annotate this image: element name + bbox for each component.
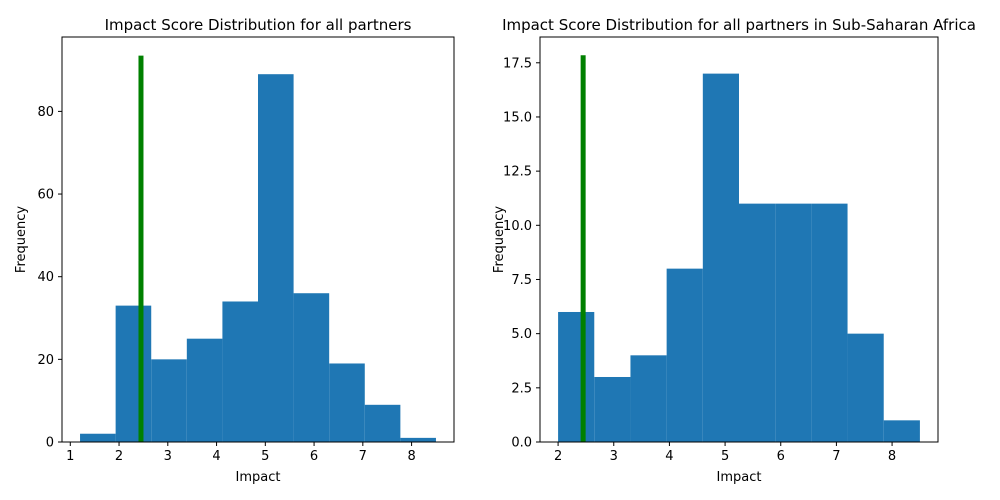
histogram-bar <box>558 311 595 442</box>
x-axis-label: Impact <box>236 470 281 485</box>
y-tick-label: 17.5 <box>503 56 532 71</box>
histogram-bar <box>186 338 223 442</box>
histogram-bar <box>666 268 703 442</box>
y-tick-label: 10.0 <box>503 219 532 234</box>
histogram-bar <box>702 73 739 442</box>
x-tick-label: 2 <box>115 449 123 464</box>
histogram-bar <box>400 437 436 442</box>
histogram-bar <box>258 74 294 442</box>
histogram-bar <box>594 376 631 442</box>
histogram-bar <box>883 420 920 442</box>
histogram-bar <box>847 333 884 442</box>
axes-frame <box>61 36 455 443</box>
y-tick-label: 80 <box>37 105 54 120</box>
x-tick-label: 7 <box>832 449 840 464</box>
histogram-bar <box>364 404 401 442</box>
x-tick-label: 4 <box>665 449 673 464</box>
x-tick-label: 8 <box>888 449 896 464</box>
y-axis-label: Frequency <box>492 206 507 273</box>
y-tick-label: 15.0 <box>503 110 532 125</box>
y-tick-label: 7.5 <box>511 273 532 288</box>
chart-title: Impact Score Distribution for all partne… <box>502 16 976 34</box>
y-tick-label: 60 <box>37 188 54 203</box>
histogram-bar <box>115 305 152 442</box>
x-tick-label: 5 <box>261 449 269 464</box>
x-tick-label: 3 <box>610 449 618 464</box>
y-tick-label: 20 <box>37 353 54 368</box>
y-tick-label: 2.5 <box>511 381 532 396</box>
y-tick-label: 40 <box>37 270 54 285</box>
x-tick-label: 3 <box>164 449 172 464</box>
x-tick-label: 5 <box>721 449 729 464</box>
histogram-bar <box>811 203 848 442</box>
histogram-bar <box>222 301 258 442</box>
histogram-bar <box>775 203 812 442</box>
chart-title: Impact Score Distribution for all partne… <box>105 16 412 34</box>
histogram-bar <box>151 359 187 442</box>
chart-panel-sub-saharan-africa: 2 3 4 5 6 7 8 0.0 2.5 5.0 7.5 10.0 12.5 15.0 17.5 Impac… <box>492 16 976 485</box>
x-tick-label: 1 <box>66 449 74 464</box>
histogram-bar <box>630 355 667 442</box>
y-axis-label: Frequency <box>14 206 29 273</box>
axes-frame <box>539 36 939 443</box>
x-axis-label: Impact <box>717 470 762 485</box>
x-tick-label: 7 <box>359 449 367 464</box>
y-tick-label: 5.0 <box>511 327 532 342</box>
x-tick-label: 2 <box>554 449 562 464</box>
x-tick-label: 6 <box>310 449 318 464</box>
histogram-bar <box>80 433 116 442</box>
y-tick-label: 0 <box>46 436 54 451</box>
histogram-bar <box>739 203 776 442</box>
histogram-bar <box>293 293 330 442</box>
x-tick-label: 6 <box>777 449 785 464</box>
y-tick-label: 0.0 <box>511 436 532 451</box>
y-tick-label: 12.5 <box>503 165 532 180</box>
x-tick-label: 8 <box>407 449 415 464</box>
x-tick-label: 4 <box>212 449 220 464</box>
histogram-bar <box>329 363 365 442</box>
